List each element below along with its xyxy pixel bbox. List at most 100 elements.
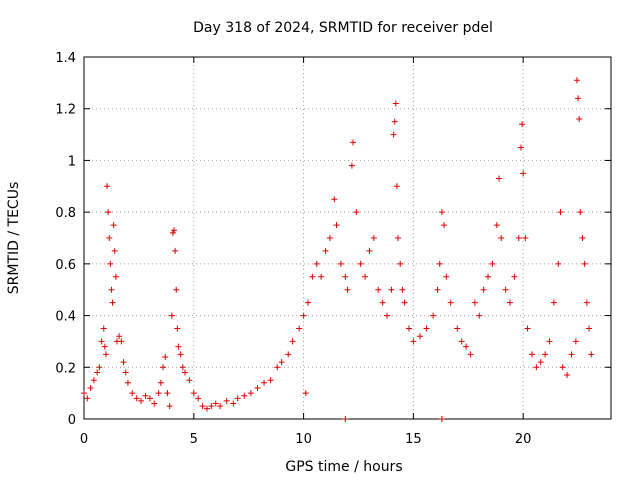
data-point — [84, 395, 91, 402]
data-point — [87, 384, 94, 391]
data-point — [199, 403, 206, 410]
data-point — [129, 390, 136, 397]
data-point — [546, 338, 553, 345]
data-point — [120, 359, 127, 366]
data-point — [399, 286, 406, 293]
data-point — [493, 222, 500, 229]
data-point — [107, 260, 114, 267]
data-point — [436, 260, 443, 267]
y-tick-label: 0.6 — [55, 258, 76, 273]
data-point — [190, 390, 197, 397]
data-point — [581, 260, 588, 267]
data-point — [302, 390, 309, 397]
data-point — [416, 333, 423, 340]
data-point — [309, 273, 316, 280]
data-point — [555, 260, 562, 267]
data-point — [586, 325, 593, 332]
data-point — [423, 325, 430, 332]
data-point — [588, 351, 595, 358]
x-tick-label: 0 — [80, 432, 88, 447]
data-point — [182, 369, 189, 376]
data-point — [172, 247, 179, 254]
data-point — [318, 273, 325, 280]
data-point — [81, 390, 87, 397]
data-point — [485, 273, 492, 280]
data-point — [331, 196, 338, 203]
data-point — [353, 209, 360, 216]
data-point — [434, 286, 441, 293]
data-point — [537, 359, 544, 366]
data-point — [313, 260, 320, 267]
data-points — [81, 77, 595, 422]
data-point — [289, 338, 296, 345]
data-point — [168, 312, 175, 319]
data-point — [559, 364, 566, 371]
data-point — [441, 222, 448, 229]
data-point — [348, 162, 355, 169]
data-point — [463, 343, 470, 350]
chart-title: Day 318 of 2024, SRMTID for receiver pde… — [193, 20, 493, 36]
data-point — [98, 338, 105, 345]
data-point — [118, 338, 125, 345]
data-point — [517, 144, 524, 151]
data-point — [379, 299, 386, 306]
data-point — [458, 338, 465, 345]
data-point — [388, 286, 395, 293]
data-point — [146, 395, 153, 402]
data-point — [515, 235, 522, 241]
data-point — [564, 372, 571, 379]
data-point — [542, 351, 549, 358]
data-point — [112, 273, 119, 280]
data-point — [174, 325, 181, 332]
data-point — [186, 377, 193, 384]
data-point — [438, 209, 445, 216]
data-point — [384, 312, 391, 319]
data-point — [162, 353, 169, 360]
data-point — [101, 343, 108, 350]
data-point — [138, 397, 145, 404]
y-tick-label: 0.8 — [55, 206, 76, 221]
data-point — [217, 403, 224, 410]
data-point — [223, 397, 230, 404]
data-point — [208, 403, 215, 410]
data-point — [157, 379, 164, 386]
data-point — [528, 351, 535, 358]
data-point — [390, 131, 397, 138]
data-point — [326, 235, 333, 241]
data-point — [572, 338, 579, 345]
data-point — [160, 364, 167, 371]
data-point — [203, 405, 210, 412]
data-point — [375, 286, 382, 293]
data-point — [575, 95, 582, 102]
data-point — [342, 416, 349, 422]
data-point — [502, 286, 509, 293]
data-point — [577, 209, 584, 216]
data-point — [142, 392, 149, 399]
data-point — [522, 235, 529, 241]
axis-ticks: 0 0.2 0.4 0.6 0.8 1 1.2 1.4 0 5 10 15 20 — [55, 51, 611, 447]
y-tick-label: 0 — [68, 413, 76, 428]
data-point — [111, 247, 118, 254]
data-point — [109, 299, 116, 306]
data-point — [395, 235, 402, 241]
data-point — [480, 286, 487, 293]
data-point — [90, 377, 97, 384]
data-point — [467, 351, 474, 358]
data-point — [166, 403, 173, 410]
data-point — [274, 364, 281, 371]
data-point — [110, 222, 117, 229]
data-point — [489, 260, 496, 267]
data-point — [212, 400, 219, 407]
data-point — [179, 364, 186, 371]
data-point — [366, 247, 373, 254]
data-point — [391, 118, 398, 125]
data-point — [285, 351, 292, 358]
data-point — [278, 359, 285, 366]
data-point — [230, 400, 237, 407]
data-point — [104, 183, 111, 190]
data-point — [405, 325, 412, 332]
data-point — [344, 286, 351, 293]
data-point — [454, 325, 461, 332]
data-point — [438, 416, 445, 422]
data-point — [533, 364, 540, 371]
